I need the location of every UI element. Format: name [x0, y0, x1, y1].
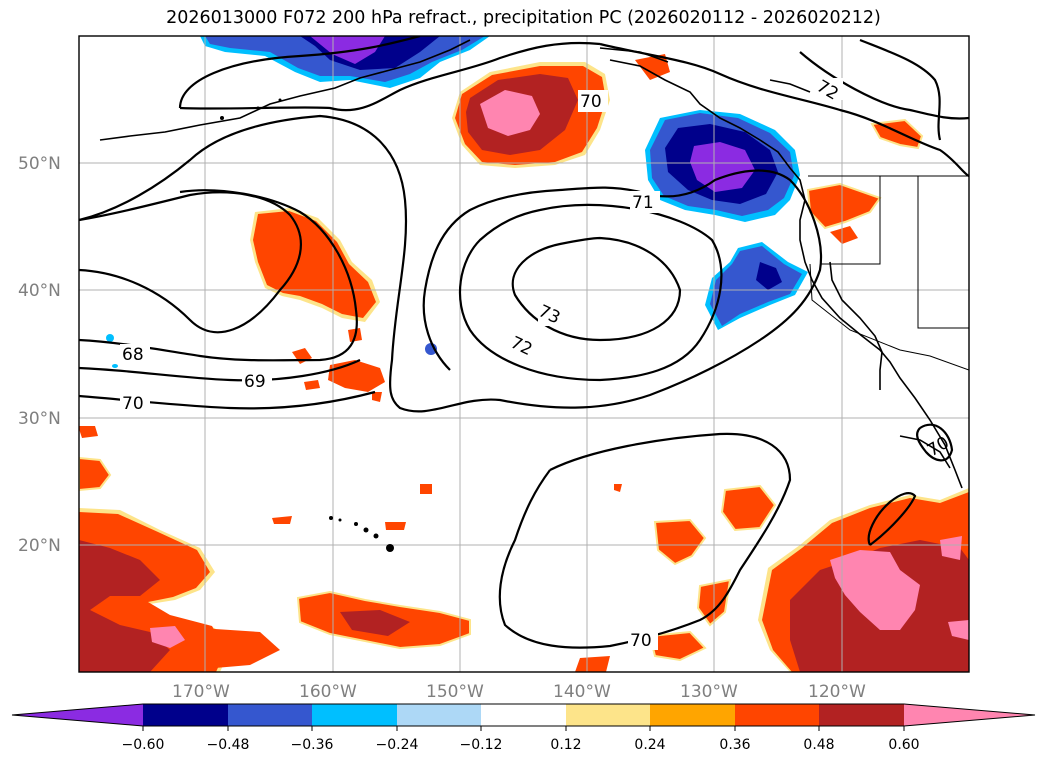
lon-label: 140°W — [553, 682, 611, 702]
islands — [220, 98, 394, 552]
colorbar-tick-label: −0.12 — [460, 737, 503, 753]
positive-anomaly-central-north — [79, 208, 385, 438]
colorbar-extend-left — [12, 704, 143, 726]
negative-anomaly-northwest — [200, 36, 490, 88]
colorbar: −0.60 −0.48 −0.36 −0.24 −0.12 0.12 0.24 … — [11, 703, 1036, 753]
colorbar-bin — [228, 704, 312, 726]
graticule — [79, 36, 969, 672]
contour-label: 69 — [244, 372, 266, 392]
colorbar-tick-label: −0.48 — [207, 737, 250, 753]
refractivity-contours — [79, 36, 969, 649]
colorbar-tick-label: 0.48 — [803, 737, 834, 753]
latitude-labels: 50°N 40°N 30°N 20°N — [18, 154, 61, 556]
contour-label: 70 — [122, 394, 144, 414]
negative-anomaly-california — [705, 242, 808, 330]
colorbar-tick-label: −0.24 — [376, 737, 419, 753]
lon-label: 160°W — [299, 682, 357, 702]
borders — [808, 175, 969, 371]
colorbar-bin — [481, 704, 566, 726]
positive-anomaly-southwest — [79, 456, 471, 672]
colorbar-bin — [312, 704, 397, 726]
lat-label: 40°N — [18, 281, 61, 301]
colorbar-tick-label: 0.24 — [634, 737, 665, 753]
map-title: 2026013000 F072 200 hPa refract., precip… — [166, 8, 881, 28]
colorbar-tick-label: −0.36 — [291, 737, 334, 753]
colorbar-bin — [650, 704, 735, 726]
colorbar-bin — [397, 704, 481, 726]
lat-label: 30°N — [18, 409, 61, 429]
colorbar-tick-label: 0.36 — [719, 737, 750, 753]
lon-label: 120°W — [808, 682, 866, 702]
positive-anomaly-central-south — [272, 484, 777, 672]
colorbar-bin — [819, 704, 904, 726]
longitude-labels: 170°W 160°W 150°W 140°W 130°W 120°W — [172, 682, 866, 702]
colorbar-tick-label: 0.60 — [888, 737, 919, 753]
colorbar-extend-right — [904, 704, 1035, 726]
plot-frame — [78, 35, 970, 673]
contour-label: 70 — [580, 92, 602, 112]
map-plot-area: 72 70 71 73 72 68 69 70 70 70 — [79, 36, 969, 672]
contour-label: 70 — [630, 631, 652, 651]
contour-label-group: 72 70 71 73 72 68 69 70 70 70 — [120, 76, 953, 651]
colorbar-tick-label: 0.12 — [550, 737, 581, 753]
positive-anomaly-southeast — [758, 488, 969, 672]
lon-label: 170°W — [172, 682, 230, 702]
positive-anomaly-gulf-of-alaska — [452, 62, 610, 168]
colorbar-bin — [143, 704, 228, 726]
lat-label: 20°N — [18, 536, 61, 556]
colorbar-tick-label: −0.60 — [122, 737, 165, 753]
contour-label: 71 — [632, 193, 654, 213]
lon-label: 130°W — [680, 682, 738, 702]
lat-label: 50°N — [18, 154, 61, 174]
lon-label: 150°W — [426, 682, 484, 702]
contour-label: 68 — [122, 345, 144, 365]
colorbar-bin — [566, 704, 650, 726]
colorbar-bin — [735, 704, 819, 726]
